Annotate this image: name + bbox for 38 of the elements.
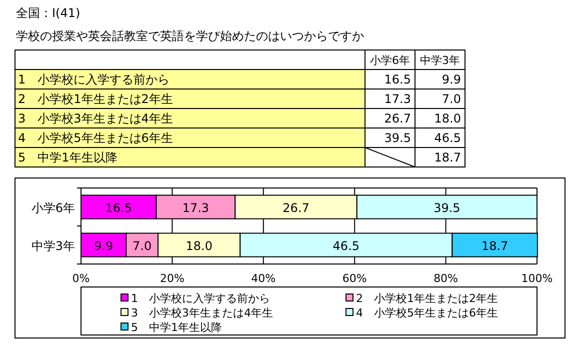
text: 2 小学校1年生または2年生 — [18, 92, 173, 106]
text: 17.3 — [384, 92, 411, 106]
text: 4 小学校5年生または6年生 — [18, 131, 173, 145]
x-tick-label: 100% — [521, 272, 553, 285]
chart-title: 全国：Ⅰ(41) — [16, 6, 80, 20]
text: 3 小学校3年生または4年生 — [18, 112, 173, 126]
x-tick-label: 60% — [342, 272, 367, 285]
legend-label: 3 小学校3年生または4年生 — [131, 306, 273, 320]
x-tick-label: 20% — [160, 272, 184, 285]
text: 46.5 — [434, 131, 461, 145]
text: 26.7 — [384, 112, 411, 126]
legend-label: 2 小学校1年生または2年生 — [356, 292, 498, 305]
data-label: 16.5 — [105, 201, 132, 215]
text: 1 小学校に入学する前から — [18, 72, 170, 86]
text: 16.5 — [384, 72, 411, 86]
legend-label: 5 中学1年生以降 — [131, 321, 222, 334]
data-label: 46.5 — [332, 239, 360, 253]
category-label: 小学6年 — [370, 54, 410, 67]
text: 5 中学1年生以降 — [18, 150, 118, 164]
x-tick-label: 40% — [251, 272, 276, 285]
chart-subtitle: 学校の授業や英会話教室で英語を学び始めたのはいつからですか — [16, 29, 364, 43]
x-tick-label: 80% — [434, 272, 458, 285]
text: 7.0 — [442, 92, 461, 106]
data-label: 18.7 — [481, 239, 508, 253]
data-label: 9.9 — [94, 239, 114, 253]
data-label: 39.5 — [434, 201, 460, 215]
text: 18.0 — [434, 112, 461, 126]
text: 39.5 — [384, 131, 411, 145]
x-tick-label: 0% — [72, 272, 90, 285]
data-label: 17.3 — [182, 201, 210, 215]
data-label: 18.0 — [186, 239, 212, 253]
text: 9.9 — [442, 72, 461, 86]
category-label: 中学3年 — [420, 54, 460, 67]
legend-label: 1 小学校に入学する前から — [131, 292, 270, 305]
data-label: 7.0 — [132, 239, 152, 253]
data-label: 26.7 — [282, 201, 310, 215]
text: 18.7 — [434, 150, 461, 164]
legend-label: 4 小学校5年生または6年生 — [356, 306, 498, 320]
